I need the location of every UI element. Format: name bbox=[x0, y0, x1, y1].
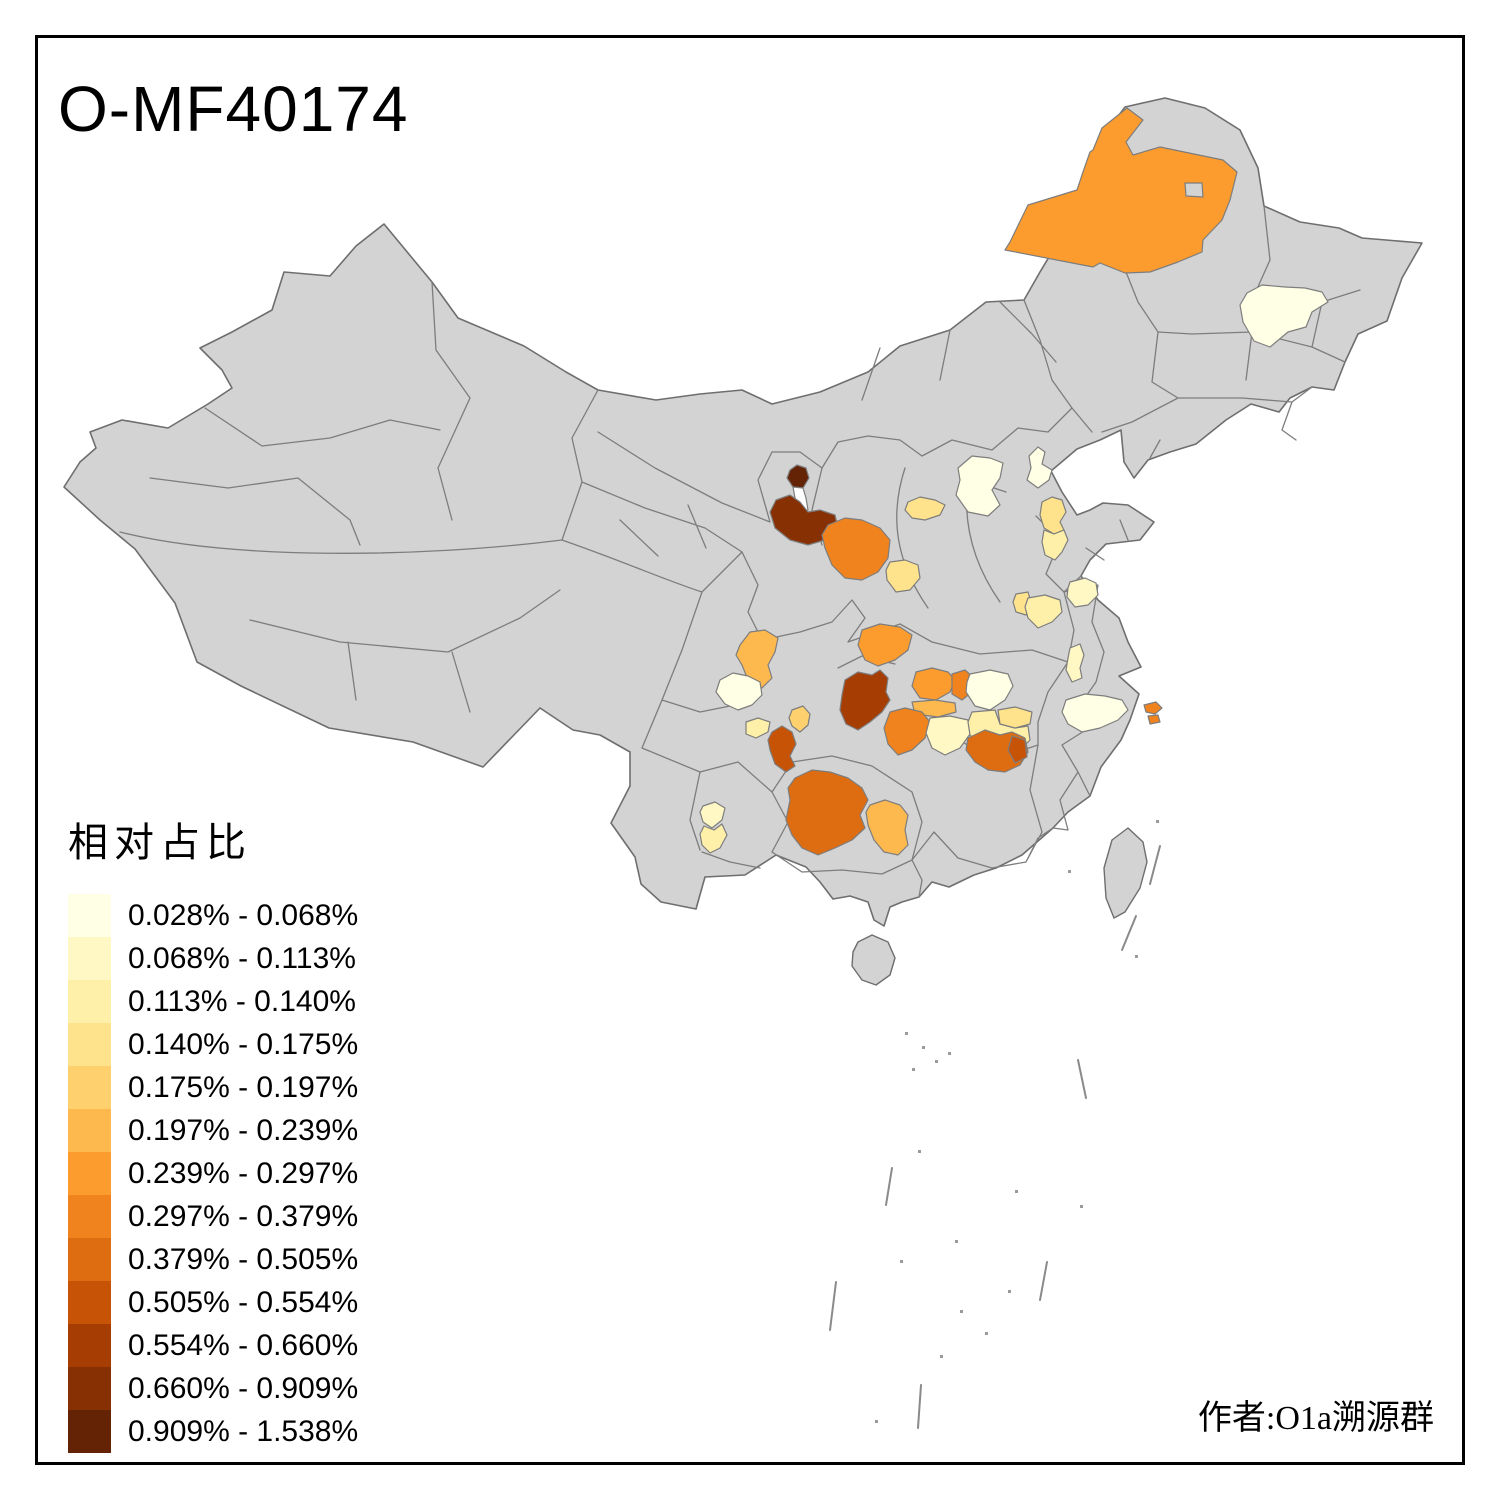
legend-swatch bbox=[68, 894, 111, 937]
legend-row: 0.175% - 0.197% bbox=[68, 1066, 358, 1109]
legend-label: 0.505% - 0.554% bbox=[128, 1285, 359, 1319]
map-region bbox=[1066, 577, 1099, 608]
legend-swatch bbox=[68, 1367, 111, 1410]
legend-swatch bbox=[68, 1410, 111, 1453]
map-region bbox=[785, 769, 869, 856]
legend-swatch bbox=[68, 980, 111, 1023]
legend-label: 0.909% - 1.538% bbox=[128, 1414, 359, 1448]
legend-swatch bbox=[68, 1066, 111, 1109]
province-borders bbox=[119, 198, 1361, 898]
map-region bbox=[788, 705, 811, 733]
choropleth-regions bbox=[699, 107, 1329, 856]
map-region bbox=[885, 559, 921, 593]
legend-title: 相对占比 bbox=[68, 820, 252, 865]
map-region bbox=[965, 669, 1014, 711]
map-region bbox=[911, 667, 956, 701]
legend-row: 0.909% - 1.538% bbox=[68, 1410, 358, 1453]
legend: 相对占比 0.028% - 0.068% 0.068% - 0.113% 0.1… bbox=[68, 810, 358, 1453]
legend-label: 0.554% - 0.660% bbox=[128, 1328, 359, 1362]
map-region bbox=[1007, 735, 1028, 764]
map-region bbox=[857, 623, 913, 667]
legend-swatch bbox=[68, 1238, 111, 1281]
map-region bbox=[865, 799, 909, 856]
legend-label: 0.140% - 0.175% bbox=[128, 1027, 359, 1061]
legend-label: 0.113% - 0.140% bbox=[128, 984, 356, 1018]
legend-label: 0.660% - 0.909% bbox=[128, 1371, 359, 1405]
map-region bbox=[1061, 693, 1129, 733]
legend-row: 0.297% - 0.379% bbox=[68, 1195, 358, 1238]
map-region bbox=[883, 707, 931, 756]
map-region bbox=[997, 706, 1033, 729]
plot-frame-border bbox=[35, 35, 1465, 1465]
map-region bbox=[955, 455, 1004, 517]
map-region bbox=[1239, 284, 1329, 348]
map-region bbox=[821, 517, 891, 581]
map-region bbox=[745, 717, 771, 739]
legend-label: 0.068% - 0.113% bbox=[128, 941, 356, 975]
page-title: O-MF40174 bbox=[58, 73, 409, 145]
map-region bbox=[699, 801, 726, 829]
hainan-island-shape bbox=[851, 934, 896, 986]
legend-swatch bbox=[68, 1109, 111, 1152]
legend-label: 0.175% - 0.197% bbox=[128, 1070, 359, 1104]
legend-swatch bbox=[68, 1324, 111, 1367]
nine-dash-line bbox=[829, 845, 1161, 1429]
legend-swatch bbox=[68, 1152, 111, 1195]
legend-row: 0.197% - 0.239% bbox=[68, 1109, 358, 1152]
legend-label: 0.028% - 0.068% bbox=[128, 898, 359, 932]
map-region bbox=[767, 725, 797, 773]
legend-label: 0.239% - 0.297% bbox=[128, 1156, 359, 1190]
legend-label: 0.379% - 0.505% bbox=[128, 1242, 359, 1276]
map-region bbox=[715, 672, 763, 711]
legend-row: 0.028% - 0.068% bbox=[68, 894, 358, 937]
map-region bbox=[1026, 446, 1053, 489]
legend-row: 0.505% - 0.554% bbox=[68, 1281, 358, 1324]
map-region bbox=[1143, 701, 1163, 715]
map-region bbox=[1024, 594, 1063, 629]
legend-swatch bbox=[68, 937, 111, 980]
map-region bbox=[925, 715, 971, 756]
map-region bbox=[1039, 496, 1067, 535]
legend-row: 0.068% - 0.113% bbox=[68, 937, 358, 980]
map-region-hole bbox=[1184, 182, 1204, 198]
legend-label: 0.297% - 0.379% bbox=[128, 1199, 359, 1233]
map-region bbox=[1004, 107, 1238, 274]
legend-row: 0.113% - 0.140% bbox=[68, 980, 358, 1023]
map-region bbox=[1147, 714, 1161, 725]
map-region bbox=[839, 669, 891, 731]
islands-specks bbox=[875, 820, 1159, 1423]
taiwan-island-shape bbox=[1103, 827, 1148, 919]
legend-row: 0.239% - 0.297% bbox=[68, 1152, 358, 1195]
attribution-text: 作者:O1a溯源群 bbox=[1197, 1400, 1434, 1437]
map-region bbox=[699, 823, 728, 854]
map-region bbox=[1041, 529, 1069, 561]
legend-label: 0.197% - 0.239% bbox=[128, 1113, 359, 1147]
legend-swatch bbox=[68, 1281, 111, 1324]
legend-row: 0.379% - 0.505% bbox=[68, 1238, 358, 1281]
legend-swatch bbox=[68, 1023, 111, 1066]
legend-row: 0.140% - 0.175% bbox=[68, 1023, 358, 1066]
legend-swatch bbox=[68, 1195, 111, 1238]
map-region bbox=[786, 464, 810, 489]
legend-row: 0.660% - 0.909% bbox=[68, 1367, 358, 1410]
map-region bbox=[904, 496, 946, 521]
legend-row: 0.554% - 0.660% bbox=[68, 1324, 358, 1367]
map-region bbox=[1065, 643, 1085, 683]
map-region bbox=[735, 629, 779, 689]
